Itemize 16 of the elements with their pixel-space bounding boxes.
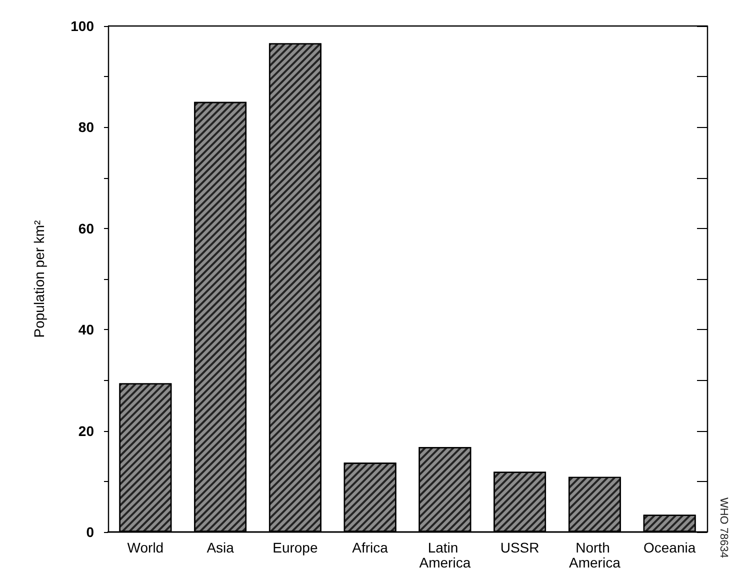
x-tick-label: Asia [206,540,234,556]
x-tick-label: Europe [272,540,318,556]
y-tick-label: 40 [78,322,94,338]
y-tick-label: 100 [70,18,94,34]
x-tick-label: World [127,540,164,556]
y-tick-label: 60 [78,220,94,236]
y-tick-label: 20 [78,422,94,439]
x-tick-label: Oceania [643,540,696,556]
x-tick-label: USSR [500,540,540,556]
x-tick-label: Latin America [419,540,471,570]
x-tick-label: Africa [352,540,388,556]
text: WHO 78634 [718,497,730,558]
y-tick-label: 80 [78,119,94,136]
y-axis-title: Population per km² [31,220,47,338]
y-tick-label: 0 [86,524,94,540]
x-tick-label: North America [569,540,621,570]
